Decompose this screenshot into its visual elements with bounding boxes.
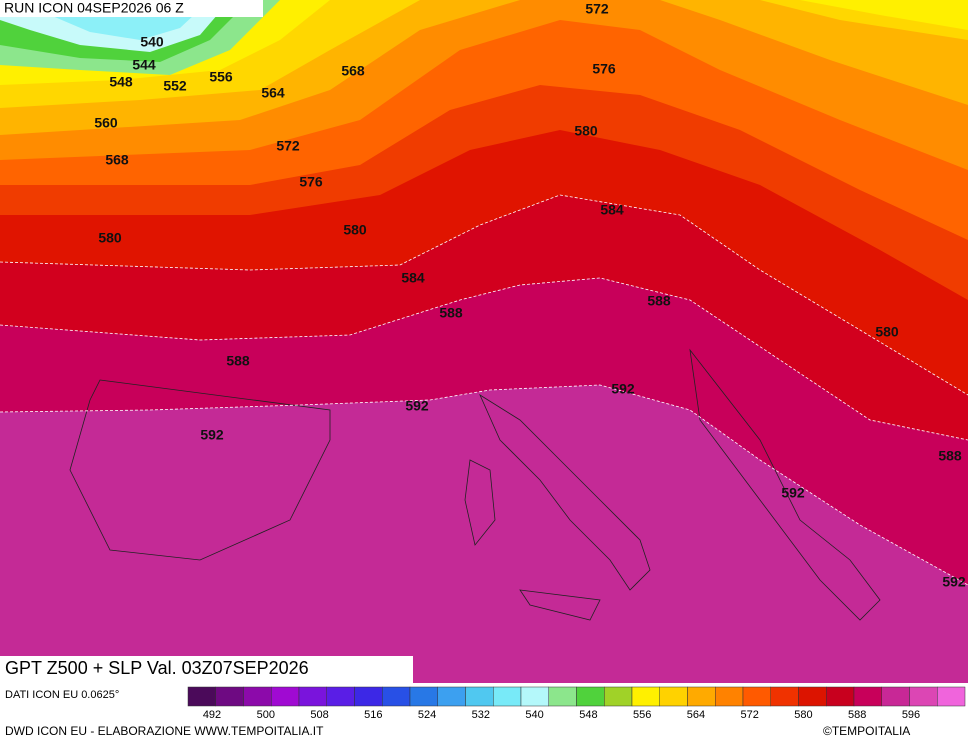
- contour-label: 580: [574, 123, 598, 139]
- source-label: DATI ICON EU 0.0625°: [5, 689, 119, 701]
- colorbar-tick-label: 572: [741, 709, 759, 721]
- color-box: [215, 686, 244, 707]
- color-box: [243, 686, 272, 707]
- contour-label: 564: [261, 85, 285, 101]
- contour-label: 552: [163, 78, 187, 94]
- run-label: RUN ICON 04SEP2026 06 Z: [4, 0, 184, 16]
- contour-label: 592: [781, 485, 805, 501]
- run-box: [0, 0, 263, 17]
- color-box: [437, 686, 466, 707]
- contour-label: 540: [140, 34, 164, 50]
- contour-label: 576: [299, 174, 323, 190]
- contour-label: 560: [94, 115, 118, 131]
- colorbar-tick-label: 516: [364, 709, 382, 721]
- colorbar-tick-label: 580: [794, 709, 812, 721]
- contour-label: 592: [200, 427, 224, 443]
- color-box: [909, 686, 938, 707]
- contour-label: 548: [109, 74, 133, 90]
- contour-label: 568: [105, 152, 129, 168]
- contour-label: 588: [226, 353, 250, 369]
- color-box: [937, 686, 966, 707]
- colorbar-tick-label: 540: [525, 709, 543, 721]
- colorbar-tick-label: 508: [310, 709, 328, 721]
- contour-label: 580: [343, 222, 367, 238]
- color-box: [382, 686, 411, 707]
- contour-label: 544: [132, 57, 156, 73]
- contour-label: 572: [585, 1, 609, 17]
- contour-label: 580: [98, 230, 122, 246]
- color-box: [465, 686, 494, 707]
- contour-label: 588: [938, 448, 962, 464]
- colorbar-tick-label: 492: [203, 709, 221, 721]
- color-box: [604, 686, 633, 707]
- contour-label: 588: [647, 293, 671, 309]
- contour-label: 572: [276, 138, 300, 154]
- color-box: [826, 686, 855, 707]
- colorbar-tick-label: 532: [472, 709, 490, 721]
- contour-label: 556: [209, 69, 233, 85]
- color-box: [326, 686, 355, 707]
- color-box: [576, 686, 605, 707]
- map-fields: [0, 0, 968, 683]
- colorbar-tick-label: 556: [633, 709, 651, 721]
- color-box: [409, 686, 438, 707]
- colorbar-tick-label: 500: [257, 709, 275, 721]
- copyright: ©TEMPOITALIA: [823, 724, 910, 738]
- contour-label: 568: [341, 63, 365, 79]
- color-box: [493, 686, 522, 707]
- credit: DWD ICON EU - ELABORAZIONE WWW.TEMPOITAL…: [5, 724, 324, 738]
- contour-label: 592: [942, 574, 966, 590]
- colorbar-tick-label: 524: [418, 709, 436, 721]
- colorbar-tick-label: 548: [579, 709, 597, 721]
- colorbar-tick-label: 588: [848, 709, 866, 721]
- color-box: [881, 686, 910, 707]
- color-box: [853, 686, 882, 707]
- colorbar: 492 500 508 516 524 532 540 548 556 564 572 580 588 5…: [187, 686, 966, 721]
- contour-label: 584: [401, 270, 425, 286]
- contour-label: 580: [875, 324, 899, 340]
- contour-label: 584: [600, 202, 624, 218]
- contour-label: 576: [592, 61, 616, 77]
- color-box: [742, 686, 771, 707]
- colorbar-tick-label: 564: [687, 709, 705, 721]
- contour-label: 592: [405, 398, 429, 414]
- colorbar-tick-label: 596: [902, 709, 920, 721]
- color-box: [548, 686, 577, 707]
- color-box: [659, 686, 688, 707]
- contour-label: 588: [439, 305, 463, 321]
- contour-label: 592: [611, 381, 635, 397]
- title-box: [0, 656, 413, 683]
- color-box: [271, 686, 300, 707]
- color-box: [687, 686, 716, 707]
- color-box: [354, 686, 383, 707]
- color-box: [631, 686, 660, 707]
- color-box: [298, 686, 327, 707]
- color-box: [798, 686, 827, 707]
- map-title: GPT Z500 + SLP Val. 03Z07SEP2026: [5, 658, 309, 678]
- color-box: [187, 686, 216, 707]
- color-box: [715, 686, 744, 707]
- color-box: [520, 686, 549, 707]
- color-box: [770, 686, 799, 707]
